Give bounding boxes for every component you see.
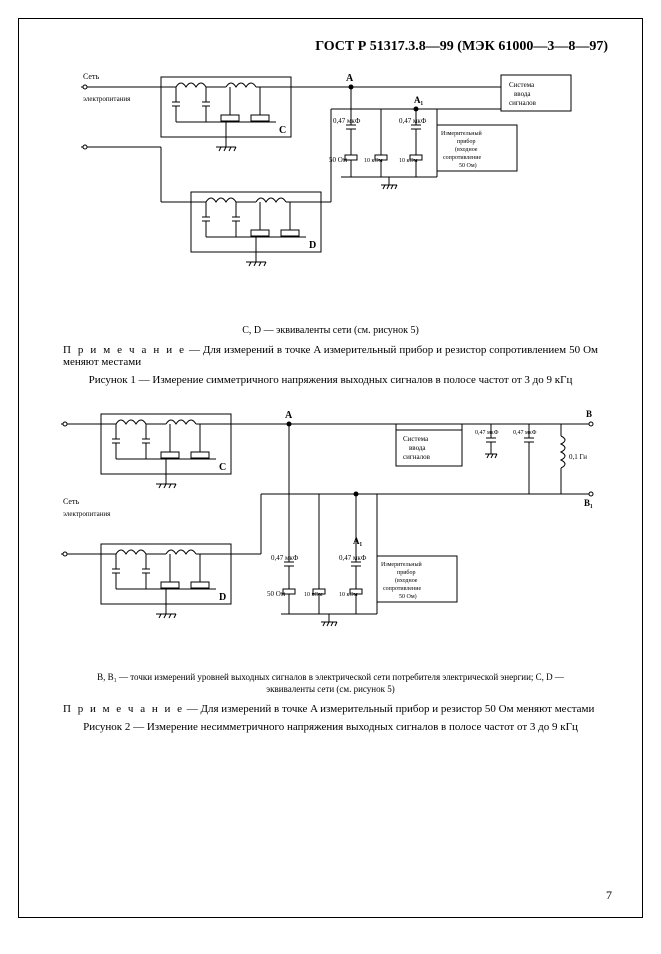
svg-text:ввода: ввода [409, 444, 426, 452]
svg-text:сигналов: сигналов [509, 99, 537, 107]
fig1-title: Рисунок 1 — Измерение симметричного напр… [73, 374, 588, 386]
svg-text:ввода: ввода [514, 90, 531, 98]
fig1-note: П р и м е ч а н и е — Для измерений в то… [63, 344, 598, 368]
svg-text:50 Ом: 50 Ом [329, 156, 348, 164]
svg-text:Сеть: Сеть [63, 497, 79, 506]
svg-text:сигналов: сигналов [403, 453, 431, 461]
svg-text:A₁: A₁ [414, 95, 423, 105]
svg-text:A: A [285, 410, 293, 421]
svg-text:Сеть: Сеть [83, 72, 99, 81]
svg-text:0,47 мкФ: 0,47 мкФ [513, 430, 537, 436]
svg-text:сопротивление: сопротивление [443, 155, 481, 161]
svg-text:(входное: (входное [395, 577, 418, 584]
svg-text:0,47 мкФ: 0,47 мкФ [399, 117, 427, 125]
svg-text:C: C [219, 462, 226, 473]
svg-text:Измерительный: Измерительный [381, 561, 423, 568]
svg-text:10 кОм: 10 кОм [399, 158, 418, 164]
svg-text:A: A [346, 73, 354, 84]
svg-text:10 кОм: 10 кОм [364, 158, 383, 164]
figure-1-diagram: Сеть электропитания C [53, 67, 608, 317]
svg-text:D: D [309, 240, 316, 251]
svg-text:D: D [219, 592, 226, 603]
document-header: ГОСТ Р 51317.3.8—99 (МЭК 61000—3—8—97) [53, 39, 608, 55]
svg-text:B₁: B₁ [584, 498, 593, 508]
svg-text:Измерительный: Измерительный [441, 130, 483, 137]
svg-text:10 кОм: 10 кОм [339, 592, 358, 598]
svg-text:B: B [586, 409, 592, 419]
svg-text:сопротивление: сопротивление [383, 586, 421, 592]
svg-text:50 Ом): 50 Ом) [459, 162, 477, 169]
svg-text:C: C [279, 125, 286, 136]
fig2-note-text: — Для измерений в точке A измерительный … [184, 703, 594, 715]
svg-text:0,47 мкФ: 0,47 мкФ [339, 554, 367, 562]
svg-text:(входное: (входное [455, 146, 478, 153]
svg-text:электропитания: электропитания [63, 510, 111, 518]
svg-text:электропитания: электропитания [83, 95, 131, 103]
fig2-bb-caption: B, B₁ — точки измерений уровней выходных… [73, 672, 588, 695]
svg-text:10 кОм: 10 кОм [304, 592, 323, 598]
svg-text:Система: Система [509, 81, 535, 89]
fig1-note-label: П р и м е ч а н и е [63, 344, 186, 356]
fig2-note: П р и м е ч а н и е — Для измерений в то… [63, 703, 598, 715]
svg-text:A₁: A₁ [353, 536, 362, 546]
svg-text:50 Ом: 50 Ом [267, 590, 286, 598]
svg-text:0,47 мкФ: 0,47 мкФ [333, 117, 361, 125]
svg-text:прибор: прибор [397, 569, 415, 576]
svg-text:0,47 мкФ: 0,47 мкФ [271, 554, 299, 562]
page-frame: ГОСТ Р 51317.3.8—99 (МЭК 61000—3—8—97) С… [18, 18, 643, 918]
fig2-note-label: П р и м е ч а н и е [63, 703, 184, 715]
svg-text:Система: Система [403, 435, 429, 443]
svg-text:0,47 мкФ: 0,47 мкФ [475, 430, 499, 436]
fig2-title: Рисунок 2 — Измерение несимметричного на… [73, 721, 588, 733]
figure-2-diagram: C A B Система ввода сигналов Сеть электр… [53, 404, 608, 664]
svg-text:50 Ом): 50 Ом) [399, 593, 417, 600]
svg-text:прибор: прибор [457, 138, 475, 145]
fig1-cd-caption: C, D — эквиваленты сети (см. рисунок 5) [53, 325, 608, 336]
page-number: 7 [606, 888, 612, 903]
svg-text:0,1 Гн: 0,1 Гн [569, 453, 587, 461]
